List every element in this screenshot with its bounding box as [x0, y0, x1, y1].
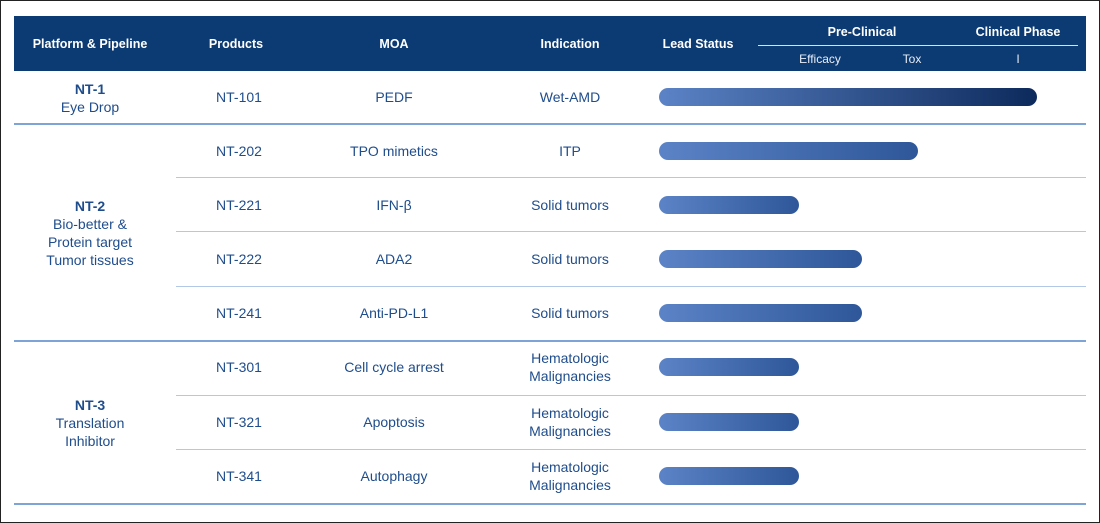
lead-status-bar [659, 142, 918, 160]
product-cell: NT-341 [216, 468, 262, 484]
header-stage-efficacy: Efficacy [799, 52, 841, 66]
platform-nt-2: NT-2 Bio-better & Protein target Tumor t… [14, 125, 166, 341]
indication-cell: Solid tumors [531, 305, 609, 321]
product-cell: NT-301 [216, 359, 262, 375]
product-cell: NT-321 [216, 414, 262, 430]
moa-cell: Autophagy [360, 468, 428, 484]
indication-cell: Hematologic Malignancies [529, 459, 611, 493]
row-divider [176, 449, 1086, 450]
product-cell: NT-221 [216, 197, 262, 213]
moa-cell: PEDF [375, 89, 413, 105]
platform-nt-3: NT-3 Translation Inhibitor [14, 342, 166, 504]
section-divider [14, 340, 1086, 342]
indication-cell: Solid tumors [531, 251, 609, 267]
indication-cell: Solid tumors [531, 197, 609, 213]
table-header: Platform & Pipeline Products MOA Indicat… [14, 16, 1086, 71]
header-divider [758, 45, 1078, 46]
platform-desc: Eye Drop [60, 99, 120, 115]
header-clinical-phase: Clinical Phase [975, 25, 1061, 39]
indication-cell: Wet-AMD [539, 89, 601, 105]
indication-cell: Hematologic Malignancies [529, 405, 611, 439]
row-divider [176, 231, 1086, 232]
platform-name: NT-3 [74, 397, 106, 413]
header-indication: Indication [540, 36, 600, 51]
header-platform: Platform & Pipeline [32, 36, 148, 51]
product-cell: NT-222 [216, 251, 262, 267]
platform-nt-1: NT-1 Eye Drop [14, 72, 166, 124]
indication-cell: Hematologic Malignancies [529, 350, 611, 384]
moa-cell: Cell cycle arrest [344, 359, 444, 375]
platform-desc: Bio-better & Protein target Tumor tissue… [46, 216, 134, 268]
lead-status-bar [659, 196, 799, 214]
header-preclinical: Pre-Clinical [827, 25, 897, 39]
lead-status-bar [659, 467, 799, 485]
row-divider [176, 286, 1086, 287]
header-moa: MOA [379, 36, 409, 51]
platform-name: NT-2 [74, 198, 106, 214]
platform-desc: Translation Inhibitor [55, 415, 125, 449]
section-divider [14, 123, 1086, 125]
row-divider [176, 177, 1086, 178]
header-lead-status: Lead Status [662, 36, 734, 51]
header-products: Products [208, 36, 264, 51]
header-stage-phase-1: I [1016, 52, 1020, 66]
product-cell: NT-241 [216, 305, 262, 321]
product-cell: NT-202 [216, 143, 262, 159]
lead-status-bar [659, 358, 799, 376]
lead-status-bar [659, 413, 799, 431]
indication-cell: ITP [559, 143, 581, 159]
moa-cell: Apoptosis [363, 414, 425, 430]
moa-cell: TPO mimetics [350, 143, 438, 159]
moa-cell: IFN-β [376, 197, 412, 213]
moa-cell: Anti-PD-L1 [359, 305, 429, 321]
lead-status-bar [659, 88, 1037, 106]
row-divider [176, 395, 1086, 396]
lead-status-bar [659, 304, 862, 322]
section-divider [14, 503, 1086, 505]
moa-cell: ADA2 [375, 251, 413, 267]
header-stage-tox: Tox [902, 52, 922, 66]
product-cell: NT-101 [216, 89, 262, 105]
platform-name: NT-1 [74, 81, 106, 97]
lead-status-bar [659, 250, 862, 268]
